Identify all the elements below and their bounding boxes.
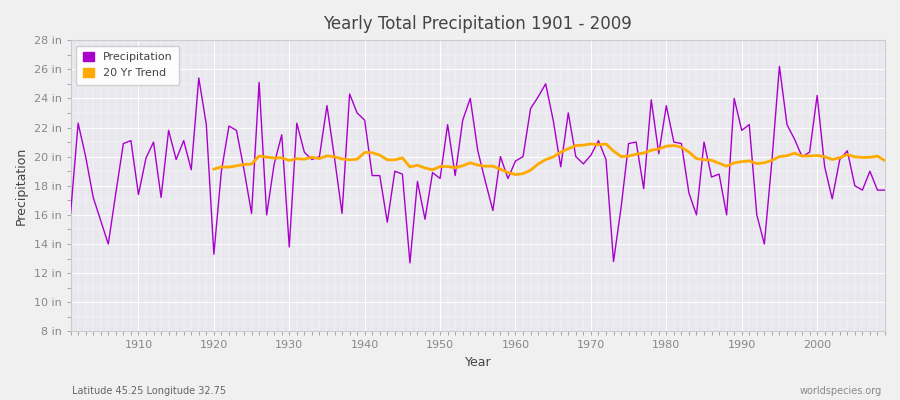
Text: worldspecies.org: worldspecies.org xyxy=(800,386,882,396)
Text: Latitude 45.25 Longitude 32.75: Latitude 45.25 Longitude 32.75 xyxy=(72,386,226,396)
Legend: Precipitation, 20 Yr Trend: Precipitation, 20 Yr Trend xyxy=(76,46,179,85)
Y-axis label: Precipitation: Precipitation xyxy=(15,147,28,225)
X-axis label: Year: Year xyxy=(464,356,491,369)
Title: Yearly Total Precipitation 1901 - 2009: Yearly Total Precipitation 1901 - 2009 xyxy=(323,15,632,33)
